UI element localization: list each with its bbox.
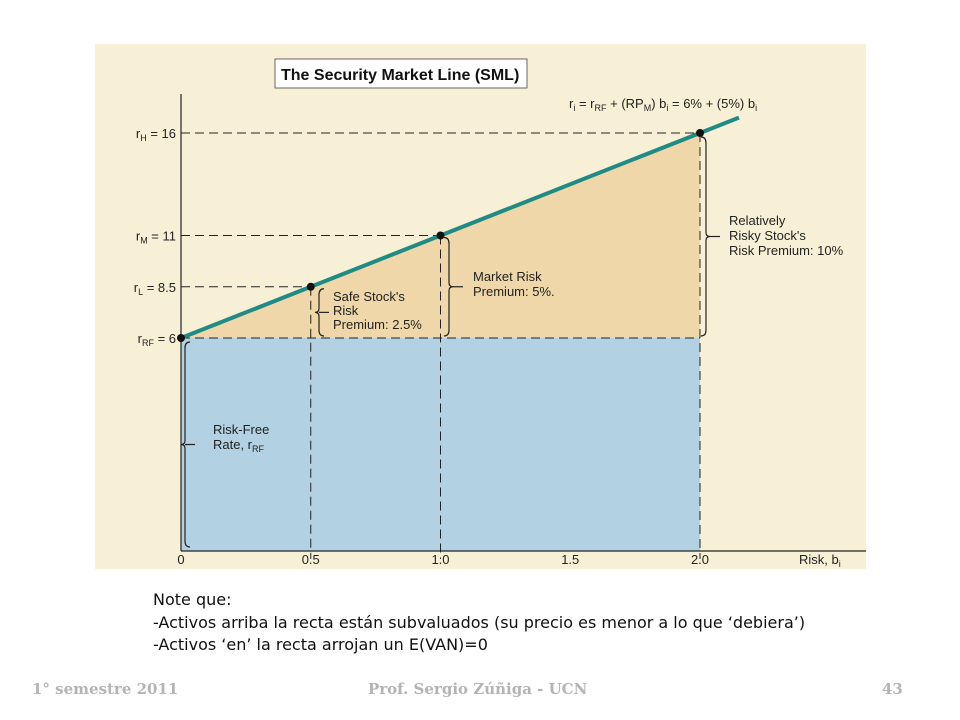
x-tick-label-3: 1.5 bbox=[561, 552, 579, 567]
data-point-1 bbox=[306, 282, 315, 291]
market-premium-label-1: Premium: 5%. bbox=[473, 284, 555, 299]
risky-premium-label-1: Risky Stock's bbox=[729, 228, 806, 243]
safe-premium-label-0: Safe Stock's bbox=[333, 289, 405, 304]
note-undervalued: -Activos arriba la recta están subvaluad… bbox=[153, 613, 806, 632]
sml-equation: ri = rRF + (RPM) bi = 6% + (5%) bi bbox=[569, 96, 757, 113]
safe-premium-label-2: Premium: 2.5% bbox=[333, 317, 422, 332]
market-premium-label-0: Market Risk bbox=[473, 269, 542, 284]
sml-chart-svg: rH = 16 rM = 11 rL = 8.5 rRF = 6 0 0.5 1.0 1.5 2… bbox=[95, 44, 866, 569]
note-heading: Note que: bbox=[153, 590, 232, 609]
risk-free-label-0: Risk-Free bbox=[213, 422, 269, 437]
note-on-line: -Activos ‘en’ la recta arrojan un E(VAN)… bbox=[153, 635, 488, 654]
footer-author: Prof. Sergio Zúñiga - UCN bbox=[368, 680, 588, 698]
x-tick-label-0: 0 bbox=[177, 552, 184, 567]
x-tick-label-2: 1.0 bbox=[431, 552, 449, 567]
risk-free-brace bbox=[180, 341, 191, 548]
data-point-3 bbox=[696, 129, 704, 137]
sml-chart: rH = 16 rM = 11 rL = 8.5 rRF = 6 0 0.5 1.0 1.5 2… bbox=[95, 44, 866, 569]
y-tick-label-0: rH = 16 bbox=[136, 126, 176, 143]
safe-premium-brace bbox=[314, 288, 325, 337]
footer-semester: 1° semestre 2011 bbox=[32, 680, 179, 698]
x-axis-label: Risk, bi bbox=[799, 552, 841, 569]
data-point-0 bbox=[177, 334, 185, 342]
title-box bbox=[274, 58, 528, 89]
risky-premium-label-0: Relatively bbox=[729, 213, 786, 228]
y-tick-label-3: rRF = 6 bbox=[138, 331, 176, 348]
risk-free-label-1: Rate, rRF bbox=[213, 437, 265, 454]
safe-premium-label-1: Risk bbox=[333, 303, 359, 318]
chart-title: The Security Market Line (SML) bbox=[281, 67, 519, 84]
data-point-2 bbox=[436, 231, 445, 240]
risky-premium-label-2: Risk Premium: 10% bbox=[729, 243, 844, 258]
x-tick-label-4: 2.0 bbox=[691, 552, 709, 567]
x-tick-label-1: 0.5 bbox=[302, 552, 320, 567]
footer-page-number: 43 bbox=[882, 680, 903, 698]
y-tick-label-2: rL = 8.5 bbox=[134, 280, 176, 297]
y-tick-label-1: rM = 11 bbox=[136, 229, 176, 246]
